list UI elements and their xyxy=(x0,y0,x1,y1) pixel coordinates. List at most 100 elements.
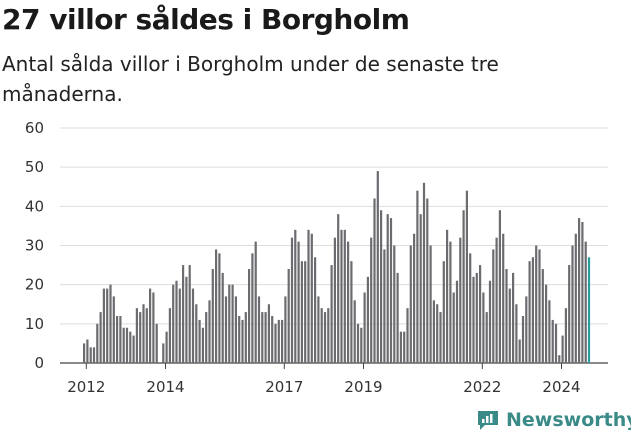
bar xyxy=(386,214,389,363)
bar xyxy=(482,292,485,363)
bar xyxy=(281,319,284,363)
newsworthy-logo-icon xyxy=(478,411,498,430)
bar xyxy=(432,300,435,363)
bar xyxy=(244,312,247,363)
bar xyxy=(545,284,548,363)
bar xyxy=(251,253,254,363)
bar xyxy=(195,304,198,363)
bar xyxy=(363,292,366,363)
bar xyxy=(257,296,261,363)
bar xyxy=(135,308,138,363)
bar xyxy=(495,237,498,363)
bar xyxy=(396,272,399,363)
bar xyxy=(112,296,115,363)
bar xyxy=(535,245,538,363)
bar xyxy=(498,210,501,363)
bar xyxy=(119,316,122,363)
bar xyxy=(116,316,119,363)
y-tick-label: 0 xyxy=(34,354,44,372)
bar xyxy=(201,327,204,363)
bar xyxy=(541,269,544,363)
bar xyxy=(109,284,112,363)
x-tick-label: 2014 xyxy=(146,378,184,396)
bar xyxy=(228,284,231,363)
bar xyxy=(254,241,257,363)
bar xyxy=(469,253,472,363)
bar xyxy=(502,233,505,363)
bar xyxy=(248,269,251,363)
bar xyxy=(449,241,452,363)
bar xyxy=(172,284,175,363)
bar xyxy=(413,233,416,363)
y-tick-label: 10 xyxy=(25,315,44,333)
bar xyxy=(267,304,270,363)
bar xyxy=(512,272,515,363)
y-tick-label: 20 xyxy=(25,276,44,294)
bar xyxy=(337,214,340,363)
bar xyxy=(89,347,92,363)
bar xyxy=(399,331,402,363)
bar xyxy=(132,335,135,363)
bar xyxy=(521,316,525,363)
bar xyxy=(142,304,145,363)
bar xyxy=(310,233,313,363)
newsworthy-brand[interactable]: Newsworthy xyxy=(476,408,631,432)
bar xyxy=(241,319,244,363)
bar xyxy=(350,261,353,363)
bar xyxy=(446,229,449,363)
bar xyxy=(356,323,360,363)
bar xyxy=(92,347,96,363)
bar xyxy=(168,308,171,363)
bar xyxy=(155,323,158,363)
bar xyxy=(380,210,383,363)
bar xyxy=(231,284,234,363)
bar xyxy=(568,265,571,363)
bar xyxy=(323,312,327,363)
bar xyxy=(578,218,581,363)
bar xyxy=(145,308,148,363)
bar xyxy=(294,229,297,363)
bar xyxy=(198,319,201,363)
bar xyxy=(455,280,459,363)
bar xyxy=(518,339,521,363)
bar xyxy=(320,308,323,363)
bar xyxy=(149,288,152,363)
bar xyxy=(561,335,564,363)
x-tick-label: 2024 xyxy=(542,378,580,396)
x-tick-label: 2012 xyxy=(67,378,105,396)
bar xyxy=(528,261,531,363)
bar xyxy=(373,198,376,363)
chart-subtitle: Antal sålda villor i Borgholm under de s… xyxy=(2,52,499,106)
latest-value-label: 27 xyxy=(581,110,603,115)
chart-title: 27 villor såldes i Borgholm xyxy=(2,3,410,36)
data-labels: 27 xyxy=(581,110,603,115)
x-tick-label: 2022 xyxy=(463,378,501,396)
bar xyxy=(185,276,188,363)
bar xyxy=(360,327,363,363)
brand-name: Newsworthy xyxy=(506,409,631,431)
bar xyxy=(191,288,195,363)
bar xyxy=(238,316,241,363)
bar xyxy=(218,253,221,363)
bar xyxy=(333,237,336,363)
bar xyxy=(416,190,419,363)
bar xyxy=(165,331,168,363)
bar xyxy=(485,312,488,363)
bar xyxy=(531,257,534,363)
bar xyxy=(571,245,574,363)
bar xyxy=(182,265,185,363)
bar xyxy=(317,296,320,363)
bar xyxy=(525,296,528,363)
bar xyxy=(389,218,393,363)
bar xyxy=(290,237,294,363)
bar xyxy=(429,245,432,363)
bar xyxy=(211,269,214,363)
y-tick-label: 30 xyxy=(25,237,44,255)
bar xyxy=(551,319,554,363)
bar xyxy=(122,327,125,363)
bar xyxy=(515,304,518,363)
bar xyxy=(287,269,290,363)
bar xyxy=(297,241,300,363)
bar xyxy=(558,355,561,363)
bar xyxy=(436,304,439,363)
